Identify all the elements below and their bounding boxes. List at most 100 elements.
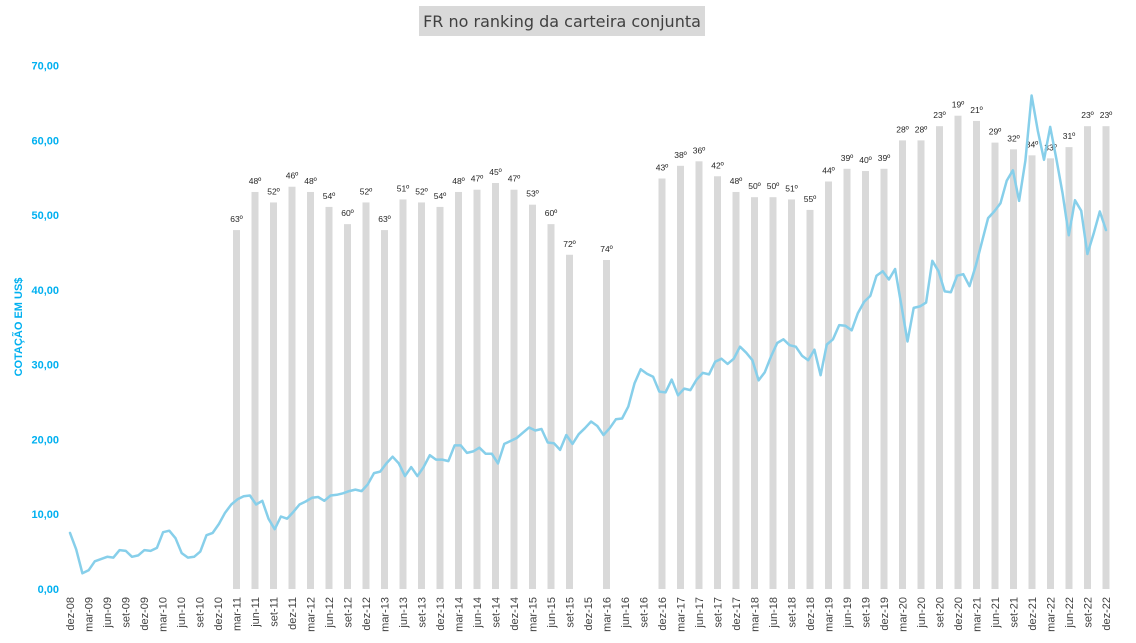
x-tick-label: mar-20	[898, 597, 910, 632]
x-tick-label: dez-19	[879, 597, 891, 631]
x-tick-label: set-22	[1083, 597, 1095, 628]
ranking-bar	[529, 204, 536, 590]
ranking-label: 39º	[841, 153, 854, 163]
x-tick-label: mar-16	[602, 597, 614, 632]
x-tick-label: mar-22	[1046, 597, 1058, 632]
x-tick-label: mar-10	[158, 597, 170, 632]
x-tick-label: set-13	[417, 597, 429, 628]
y-axis-title: COTAÇÃO EM US$	[12, 278, 25, 377]
x-tick-label: set-14	[491, 597, 503, 628]
ranking-bar	[917, 140, 925, 589]
ranking-bar	[455, 191, 462, 589]
ranking-bar	[603, 260, 610, 589]
x-tick-label: jun-18	[768, 597, 780, 629]
ranking-label: 28º	[915, 124, 928, 134]
ranking-label: 72º	[563, 239, 576, 249]
ranking-bar	[381, 230, 388, 589]
ranking-bar	[825, 181, 832, 590]
ranking-bar	[954, 115, 962, 589]
ranking-label: 52º	[415, 186, 428, 196]
x-tick-label: jun-16	[620, 597, 632, 629]
ranking-label: 32º	[1007, 133, 1020, 143]
x-tick-label: jun-13	[398, 597, 410, 629]
bars-group	[233, 115, 1110, 590]
x-tick-label: jun-11	[250, 597, 262, 628]
x-tick-label: set-16	[639, 597, 651, 628]
ranking-label: 34º	[1026, 139, 1039, 149]
ranking-bar	[1028, 155, 1036, 590]
ranking-bar	[899, 140, 906, 589]
ranking-label: 48º	[730, 176, 743, 186]
ranking-label: 50º	[748, 181, 761, 191]
x-tick-label: mar-09	[84, 597, 96, 632]
x-tick-label: dez-15	[583, 597, 595, 631]
ranking-bar	[436, 206, 444, 589]
x-tick-label: jun-09	[102, 597, 114, 629]
ranking-bar	[991, 142, 999, 589]
ranking-bar	[843, 168, 851, 589]
x-tick-label: set-20	[935, 597, 947, 628]
ranking-label: 28º	[896, 124, 909, 134]
y-tick-label: 0,00	[38, 584, 59, 596]
x-tick-label: mar-19	[824, 597, 836, 632]
ranking-bar	[677, 165, 684, 589]
x-tick-label: jun-17	[694, 597, 706, 629]
x-tick-label: jun-21	[990, 597, 1002, 629]
x-tick-label: dez-16	[657, 597, 669, 631]
ranking-label: 50º	[767, 181, 780, 191]
ranking-bar	[1084, 126, 1091, 589]
ranking-label: 44º	[822, 166, 835, 176]
ranking-bar	[566, 254, 573, 589]
y-tick-labels: 0,00 10,00 20,00 30,00 40,00 50,00 60,00 70,00	[31, 61, 59, 596]
ranking-bar	[399, 199, 407, 589]
x-tick-label: jun-20	[916, 597, 928, 629]
ranking-bar	[344, 224, 351, 589]
ranking-bar	[1102, 126, 1110, 589]
x-tick-label: mar-12	[306, 597, 318, 632]
x-tick-label: mar-11	[232, 597, 244, 631]
ranking-label: 36º	[693, 145, 706, 155]
ranking-label: 52º	[360, 186, 373, 196]
x-tick-label: jun-12	[324, 597, 336, 629]
x-tick-label: dez-09	[139, 597, 151, 631]
x-tick-label: dez-18	[805, 597, 817, 631]
y-tick-label: 60,00	[31, 135, 59, 147]
x-tick-label: set-11	[269, 597, 281, 627]
ranking-label: 48º	[249, 176, 262, 186]
ranking-label: 51º	[785, 183, 798, 193]
ranking-label: 54º	[323, 191, 336, 201]
x-tick-label: dez-21	[1027, 597, 1039, 631]
ranking-label: 39º	[878, 153, 891, 163]
x-tick-label: set-18	[787, 597, 799, 628]
x-tick-label: jun-19	[842, 597, 854, 629]
ranking-label: 29º	[989, 127, 1002, 137]
x-tick-label: dez-12	[361, 597, 373, 631]
ranking-label: 42º	[711, 160, 724, 170]
x-tick-label: set-09	[121, 597, 133, 628]
bar-labels-group: 63º 48º 52º 46º 48º 54º 60º 52º 63º 51º 52º 54º 48º 4…	[230, 100, 1112, 254]
x-tick-label: jun-10	[176, 597, 188, 629]
ranking-label: 46º	[286, 171, 299, 181]
ranking-label: 48º	[452, 176, 465, 186]
ranking-label: 60º	[341, 208, 354, 218]
ranking-label: 23º	[1081, 110, 1094, 120]
x-tick-label: mar-18	[750, 597, 762, 632]
y-tick-label: 50,00	[31, 210, 59, 222]
x-tick-label: set-19	[861, 597, 873, 628]
x-tick-label: dez-11	[287, 597, 299, 630]
ranking-label: 48º	[304, 176, 317, 186]
y-tick-label: 70,00	[31, 61, 59, 73]
ranking-bar	[806, 209, 814, 589]
x-tick-label: dez-14	[509, 597, 521, 631]
ranking-label: 19º	[952, 100, 965, 110]
ranking-bar	[732, 191, 740, 589]
ranking-label: 63º	[378, 214, 391, 224]
y-axis-title-group: COTAÇÃO EM US$	[12, 278, 25, 377]
x-tick-labels: dez-08 mar-09 jun-09 set-09 dez-09 mar-10 jun-…	[65, 597, 1113, 632]
ranking-label: 23º	[933, 110, 946, 120]
ranking-bar	[473, 189, 481, 589]
ranking-bar	[251, 191, 259, 589]
x-tick-label: dez-20	[953, 597, 965, 631]
x-tick-label: dez-13	[435, 597, 447, 631]
